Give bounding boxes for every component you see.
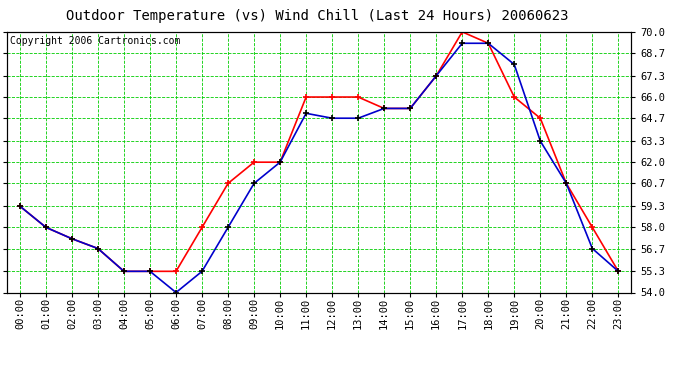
Text: Copyright 2006 Cartronics.com: Copyright 2006 Cartronics.com (10, 36, 180, 46)
Text: Outdoor Temperature (vs) Wind Chill (Last 24 Hours) 20060623: Outdoor Temperature (vs) Wind Chill (Las… (66, 9, 569, 23)
